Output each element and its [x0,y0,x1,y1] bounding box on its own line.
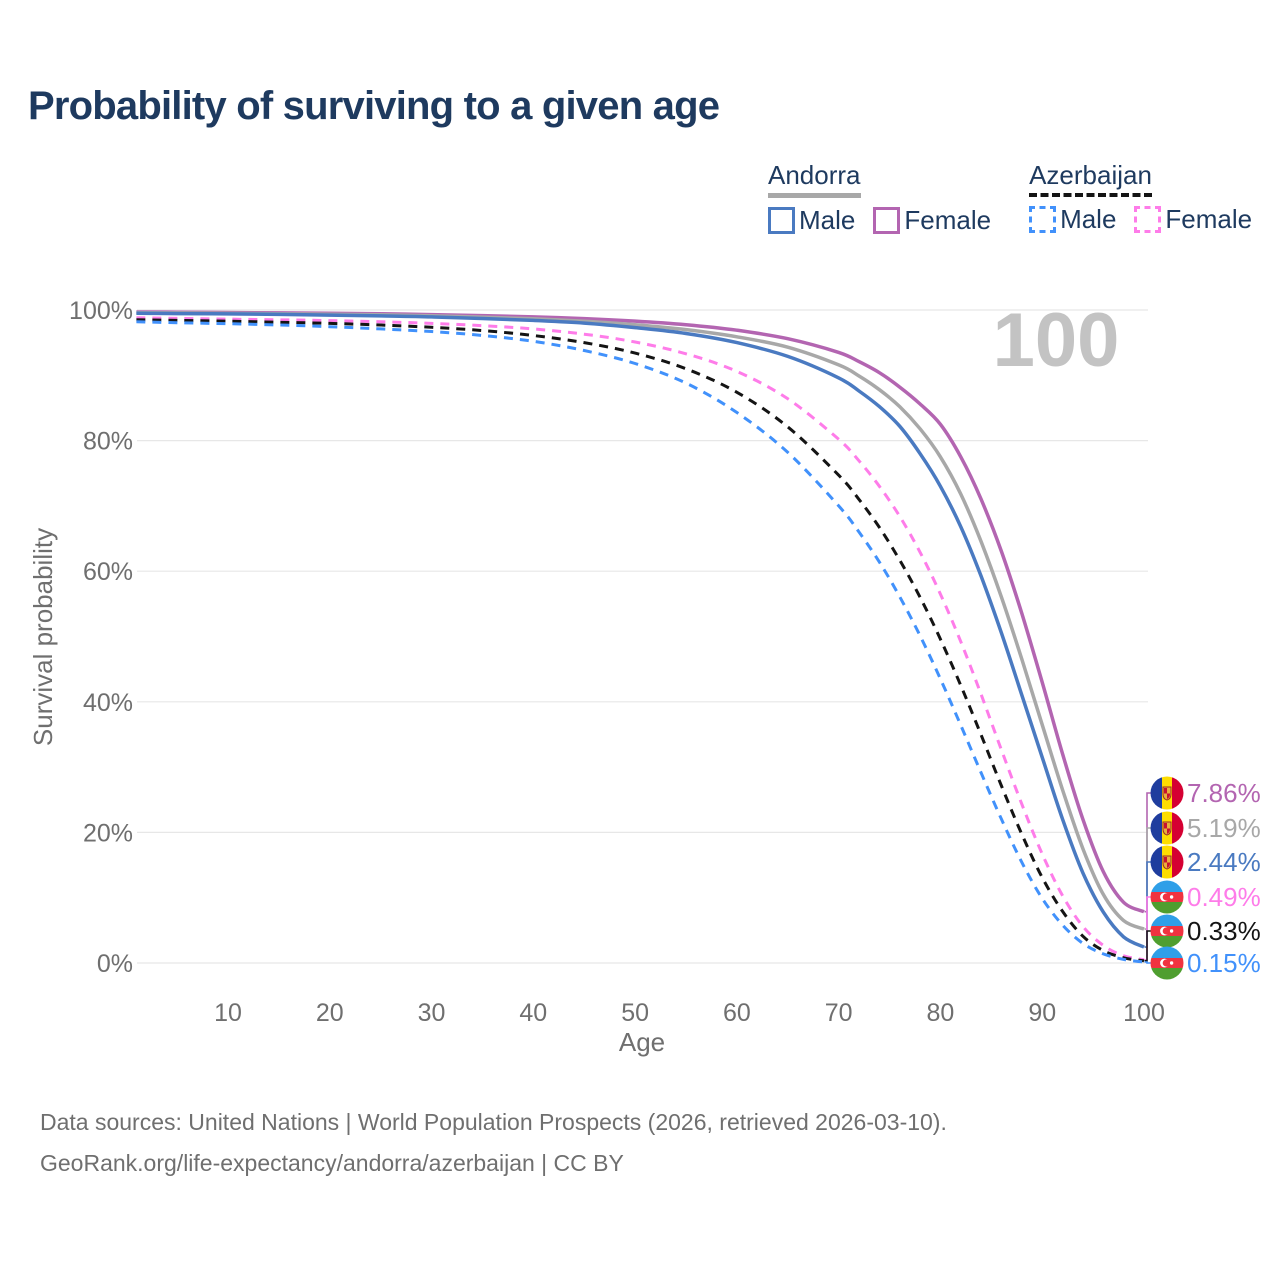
curve-azerbaijan-both [136,318,1145,963]
azerbaijan-flag-icon [1150,880,1184,914]
y-axis-tick-label: 100% [69,297,133,325]
legend-checkbox-azerbaijan-female[interactable] [1134,206,1162,233]
leader-line-azerbaijan-both [1144,930,1151,962]
legend-country-andorra: Andorra [768,160,861,198]
chart-footer: Data sources: United Nations | World Pop… [40,1102,947,1184]
azerbaijan-flag-icon [1150,914,1184,948]
x-axis-tick-label: 60 [723,999,751,1027]
curve-andorra-both [136,310,1145,931]
azerbaijan-flag-icon [1150,946,1184,980]
x-axis-title: Age [619,1027,665,1057]
legend-group-andorra: Andorra Male Female [768,160,991,236]
legend-items-azerbaijan: Male Female [1029,204,1252,235]
curve-azerbaijan-female [136,316,1145,962]
end-value-label-azerbaijan-female: 0.49% [1187,882,1261,912]
x-axis-tick-label: 100 [1123,999,1165,1027]
legend-items-andorra: Male Female [768,205,991,236]
end-value-label-andorra-both: 5.19% [1187,813,1261,843]
legend-checkbox-andorra-male[interactable] [768,207,795,234]
leader-line-azerbaijan-male [1144,961,1151,964]
andorra-flag-icon [1150,811,1184,845]
legend-label-andorra-male[interactable]: Male [799,205,856,235]
leader-line-azerbaijan-female [1144,896,1151,961]
x-axis-tick-label: 30 [418,999,446,1027]
y-axis-title: Survival probability [28,528,58,746]
x-axis-tick-label: 40 [519,999,547,1027]
legend-label-azerbaijan-female[interactable]: Female [1165,204,1253,234]
legend-country-azerbaijan: Azerbaijan [1029,160,1152,197]
end-value-label-andorra-female: 7.86% [1187,778,1261,808]
legend-label-azerbaijan-male[interactable]: Male [1060,204,1117,234]
end-value-label-azerbaijan-male: 0.15% [1187,948,1261,978]
legend-label-andorra-female[interactable]: Female [904,205,992,235]
y-axis-tick-label: 0% [97,950,133,978]
x-axis-tick-label: 80 [927,999,955,1027]
chart-title: Probability of surviving to a given age [28,84,720,128]
legend-group-azerbaijan: Azerbaijan Male Female [1029,160,1252,236]
y-axis-tick-label: 40% [83,689,133,717]
y-axis-tick-label: 20% [83,819,133,847]
legend-checkbox-andorra-female[interactable] [873,207,901,234]
y-axis-tick-label: 60% [83,558,133,586]
legend-checkbox-azerbaijan-male[interactable] [1029,206,1057,233]
footer-attribution: GeoRank.org/life-expectancy/andorra/azer… [40,1150,624,1176]
x-axis-tick-label: 90 [1028,999,1056,1027]
y-axis-tick-label: 80% [83,428,133,456]
hover-age-watermark: 100 [993,298,1120,383]
end-value-label-andorra-male: 2.44% [1187,847,1261,877]
x-axis-tick-label: 50 [621,999,649,1027]
end-value-label-azerbaijan-both: 0.33% [1187,916,1261,946]
andorra-flag-icon [1150,776,1184,810]
curve-azerbaijan-male [136,320,1145,964]
x-axis-tick-label: 70 [825,999,853,1027]
andorra-flag-icon [1150,845,1184,879]
footer-data-sources: Data sources: United Nations | World Pop… [40,1109,947,1135]
x-axis-tick-label: 20 [316,999,344,1027]
x-axis-tick-label: 10 [214,999,242,1027]
chart-legend: Andorra Male Female Azerbaijan Male Fema… [768,160,1252,236]
curve-andorra-male [136,311,1145,949]
